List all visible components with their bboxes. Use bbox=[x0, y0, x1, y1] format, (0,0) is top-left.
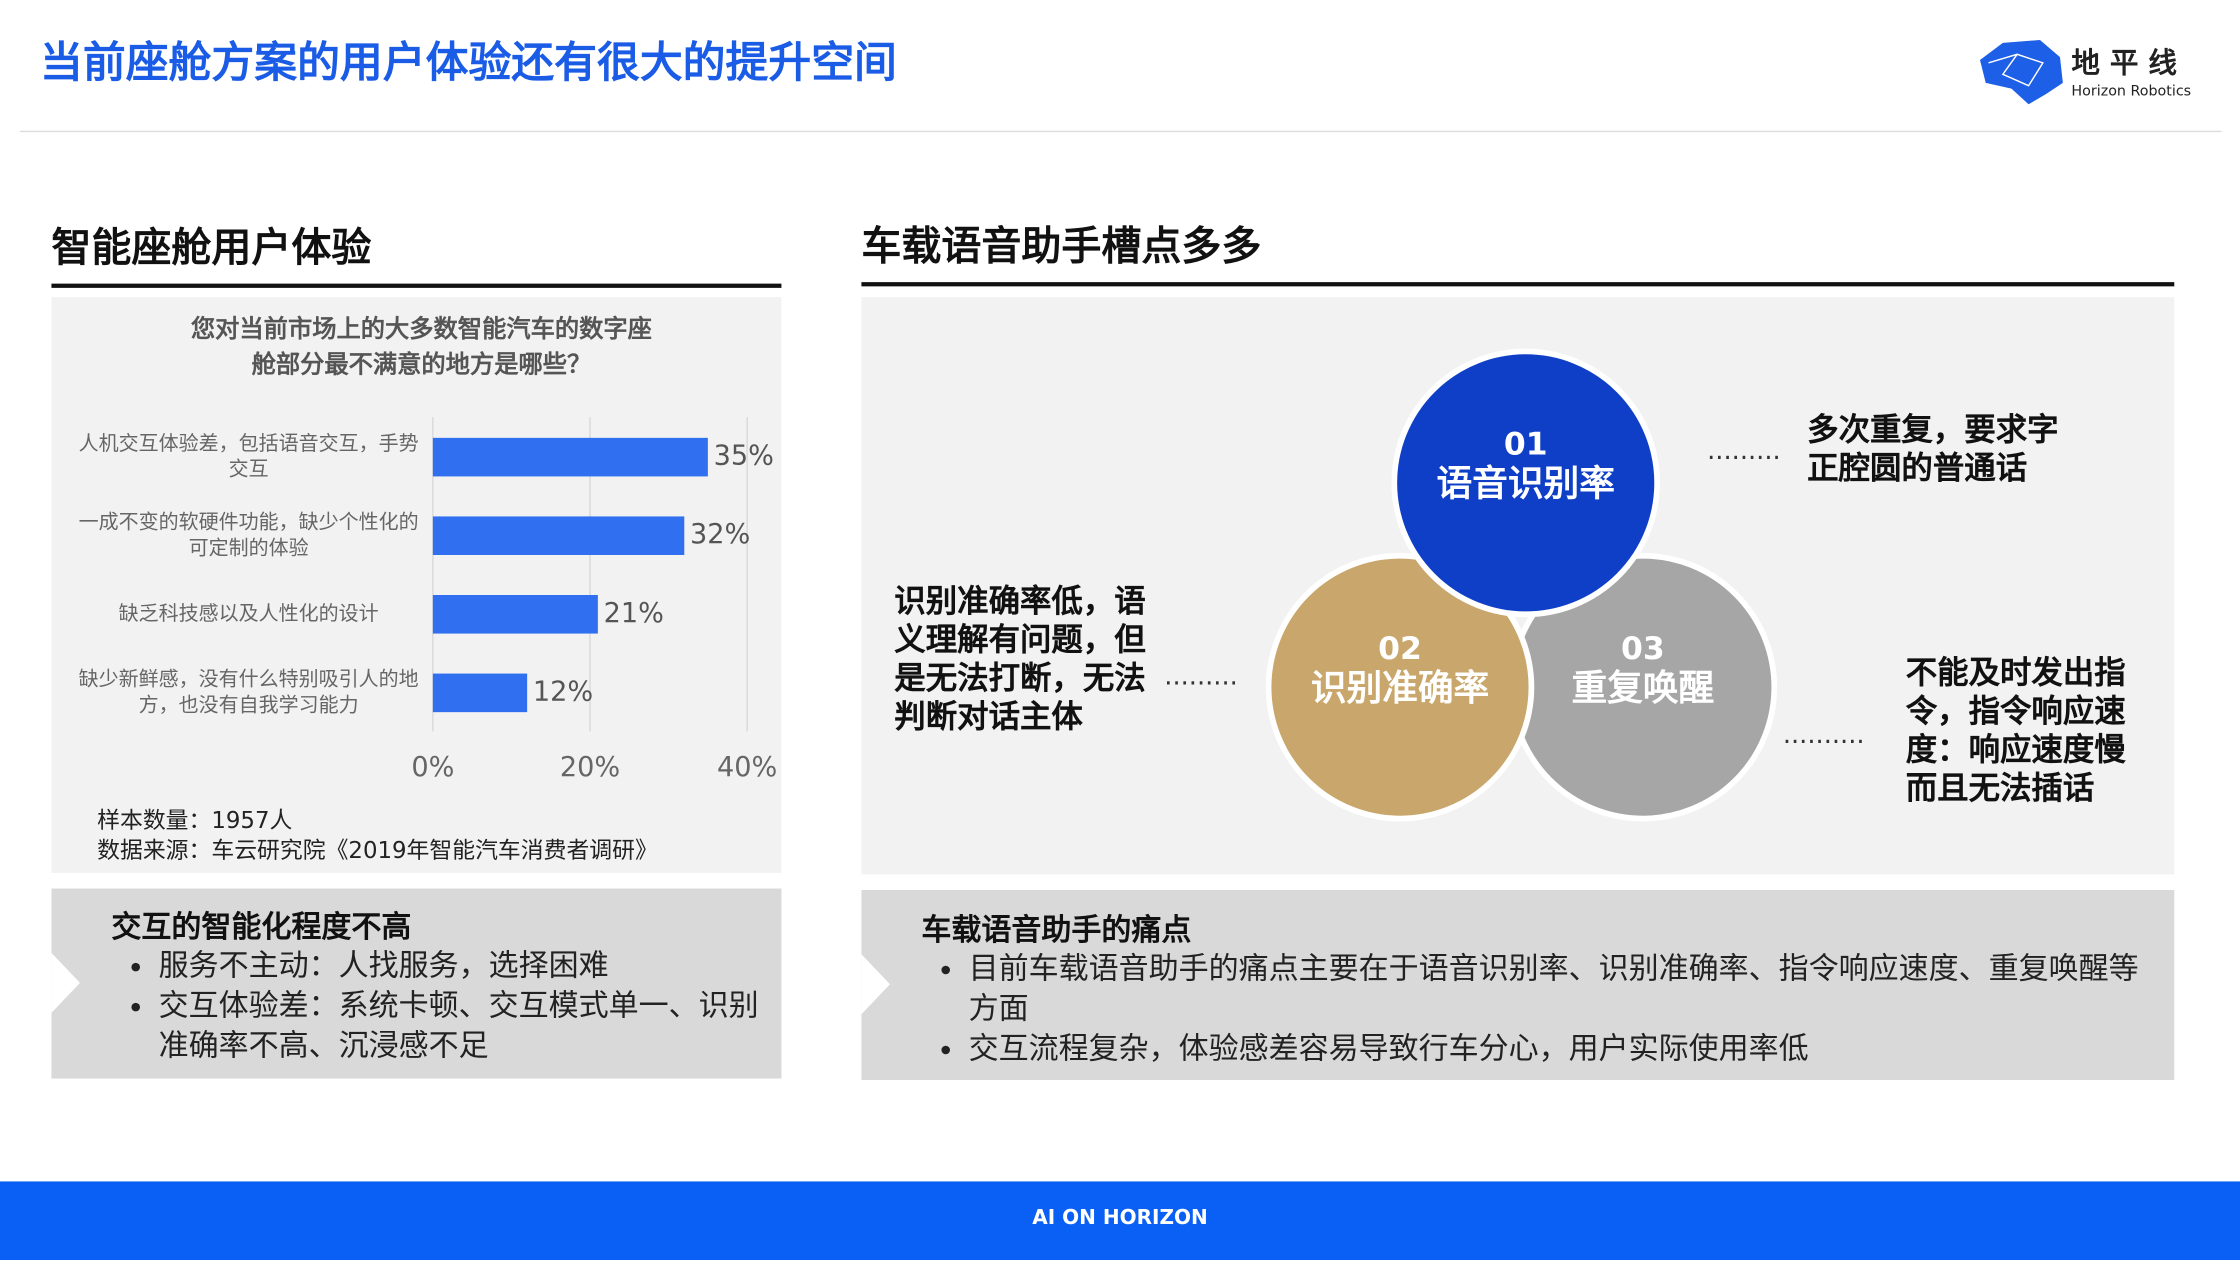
category-wrap: 缺少新鲜感，没有什么特别吸引人的地方，也没有自我学习能力 bbox=[71, 656, 425, 730]
chart-title: 您对当前市场上的大多数智能汽车的数字座 bbox=[191, 314, 652, 343]
circle-note: 识别准确率低，语义理解有问题，但是无法打断，无法判断对话主体 bbox=[894, 584, 1146, 736]
footer-text: AI ON HORIZON bbox=[1032, 1205, 1207, 1229]
circle-note: 不能及时发出指令，指令响应速度：响应速度慢而且无法插话 bbox=[1905, 655, 2126, 808]
source-note: 数据来源：车云研究院《2019年智能汽车消费者调研》 bbox=[97, 838, 658, 864]
circle-number: 01 bbox=[1504, 427, 1548, 463]
y-tick-label: 缺少新鲜感，没有什么特别吸引人的地方，也没有自我学习能力 bbox=[78, 668, 419, 718]
y-tick-label: 人机交互体验差，包括语音交互，手势交互 bbox=[78, 432, 419, 482]
bullet: 目前车载语音助手的痛点主要在于语音识别率、识别准确率、指令响应速度、重复唤醒等方… bbox=[969, 949, 2168, 1029]
circle-label: 识别准确率 bbox=[1311, 668, 1490, 709]
x-tick-label: 20% bbox=[560, 752, 620, 783]
y-tick-label: 一成不变的软硬件功能，缺少个性化的可定制的体验 bbox=[78, 511, 419, 560]
logo-lines bbox=[1988, 53, 2044, 87]
logo-subtext: Horizon Robotics bbox=[2071, 83, 2191, 99]
circle-number: 02 bbox=[1378, 631, 1422, 667]
summary-heading: 车载语音助手的痛点 bbox=[921, 913, 1191, 948]
x-tick-label: 0% bbox=[411, 752, 454, 783]
circle-label: 语音识别率 bbox=[1436, 464, 1615, 505]
section-heading: 智能座舱用户体验 bbox=[51, 225, 371, 271]
category-wrap: 缺乏科技感以及人性化的设计 bbox=[71, 577, 425, 651]
summary-panel bbox=[51, 888, 782, 1079]
page-title: 当前座舱方案的用户体验还有很大的提升空间 bbox=[40, 38, 897, 88]
note-box: 识别准确率低，语义理解有问题，但是无法打断，无法判断对话主体 bbox=[894, 584, 1146, 736]
circle-number: 03 bbox=[1621, 631, 1665, 667]
summary-body: 目前车载语音助手的痛点主要在于语音识别率、识别准确率、指令响应速度、重复唤醒等方… bbox=[917, 949, 2167, 1085]
x-tick-label: 40% bbox=[717, 752, 777, 783]
chart-panel bbox=[51, 297, 782, 873]
source-note: 样本数量：1957人 bbox=[97, 808, 292, 834]
bar bbox=[432, 673, 528, 713]
note-box: 不能及时发出指令，指令响应速度：响应速度慢而且无法插话 bbox=[1905, 655, 2126, 808]
circle bbox=[1265, 552, 1535, 822]
value-label: 12% bbox=[533, 676, 593, 707]
dots: ......... bbox=[1707, 436, 1781, 466]
note-box: 多次重复，要求字正腔圆的普通话 bbox=[1807, 412, 2059, 488]
value-label: 32% bbox=[690, 519, 750, 550]
category-box: 缺乏科技感以及人性化的设计 bbox=[71, 577, 425, 651]
bar bbox=[432, 437, 708, 477]
bullet: 服务不主动：人找服务，选择困难 bbox=[159, 946, 772, 986]
panel-arrow bbox=[861, 954, 890, 1015]
circle-note: 多次重复，要求字正腔圆的普通话 bbox=[1807, 412, 2059, 488]
category-box: 一成不变的软硬件功能，缺少个性化的可定制的体验 bbox=[71, 499, 425, 573]
summary-panel bbox=[861, 890, 2175, 1080]
chart-title: 舱部分最不满意的地方是哪些？ bbox=[252, 350, 592, 379]
circle bbox=[1391, 348, 1660, 618]
bullet-list: 目前车载语音助手的痛点主要在于语音识别率、识别准确率、指令响应速度、重复唤醒等方… bbox=[917, 949, 2167, 1069]
section-heading: 车载语音助手槽点多多 bbox=[861, 224, 1261, 270]
category-box: 人机交互体验差，包括语音交互，手势交互 bbox=[71, 420, 425, 494]
y-tick-label: 缺乏科技感以及人性化的设计 bbox=[118, 602, 379, 626]
dots: .......... bbox=[1783, 720, 1865, 750]
bullet-list: 服务不主动：人找服务，选择困难交互体验差：系统卡顿、交互模式单一、识别准确率不高… bbox=[107, 946, 771, 1066]
dots: ......... bbox=[1164, 662, 1238, 692]
circle-label: 重复唤醒 bbox=[1571, 668, 1714, 709]
category-wrap: 一成不变的软硬件功能，缺少个性化的可定制的体验 bbox=[71, 499, 425, 573]
logo-text: 地 平 线 bbox=[2071, 45, 2177, 79]
logo-icon bbox=[1980, 40, 2063, 105]
bar bbox=[432, 595, 598, 634]
category-wrap: 人机交互体验差，包括语音交互，手势交互 bbox=[71, 420, 425, 494]
footer-bar bbox=[0, 1181, 2240, 1260]
category-box: 缺少新鲜感，没有什么特别吸引人的地方，也没有自我学习能力 bbox=[71, 656, 425, 730]
bullet: 交互体验差：系统卡顿、交互模式单一、识别准确率不高、沉浸感不足 bbox=[159, 986, 772, 1066]
value-label: 21% bbox=[604, 598, 664, 629]
bullet: 交互流程复杂，体验感差容易导致行车分心，用户实际使用率低 bbox=[969, 1029, 2168, 1069]
panel-arrow bbox=[51, 952, 80, 1013]
bar bbox=[432, 516, 685, 555]
value-label: 35% bbox=[714, 441, 774, 472]
summary-body: 服务不主动：人找服务，选择困难交互体验差：系统卡顿、交互模式单一、识别准确率不高… bbox=[107, 946, 771, 1082]
summary-heading: 交互的智能化程度不高 bbox=[111, 910, 411, 945]
